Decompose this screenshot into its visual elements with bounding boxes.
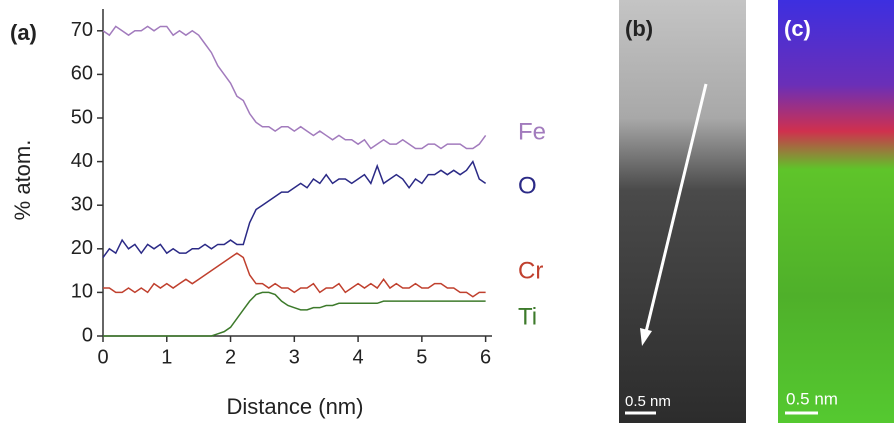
- series-line: [102, 25, 487, 150]
- panel-label: (b): [625, 16, 653, 41]
- scan-arrow: [644, 83, 708, 333]
- y-tick-label: 20: [71, 237, 93, 259]
- arrow-head: [640, 328, 652, 346]
- x-tick-label: 3: [289, 346, 300, 368]
- series-line: [103, 252, 486, 298]
- series-line: [103, 291, 486, 337]
- legend-label: O: [518, 172, 537, 199]
- x-tick-label: 4: [353, 346, 364, 368]
- y-tick-label: 30: [71, 193, 93, 215]
- scale-label: 0.5 nm: [625, 393, 671, 410]
- eels-map: [778, 0, 894, 423]
- x-tick-label: 0: [97, 346, 108, 368]
- scale-label: 0.5 nm: [786, 389, 838, 408]
- x-axis-label: Distance (nm): [227, 394, 364, 419]
- x-tick-label: 1: [161, 346, 172, 368]
- panel-label: (a): [10, 20, 37, 45]
- y-tick-label: 60: [71, 63, 93, 85]
- legend-label: Cr: [518, 257, 543, 284]
- y-tick-label: 0: [82, 324, 93, 346]
- x-tick-label: 6: [480, 346, 491, 368]
- panel-label: (c): [784, 16, 811, 41]
- x-tick-label: 5: [416, 346, 427, 368]
- haadf-image: [619, 0, 746, 423]
- legend-label: Ti: [518, 303, 537, 330]
- series-line: [102, 160, 487, 258]
- legend-label: Fe: [518, 118, 546, 145]
- y-tick-label: 50: [71, 106, 93, 128]
- y-tick-label: 10: [71, 281, 93, 303]
- y-axis-label: % atom.: [10, 140, 35, 221]
- y-tick-label: 70: [71, 19, 93, 41]
- x-tick-label: 2: [225, 346, 236, 368]
- y-tick-label: 40: [71, 150, 93, 172]
